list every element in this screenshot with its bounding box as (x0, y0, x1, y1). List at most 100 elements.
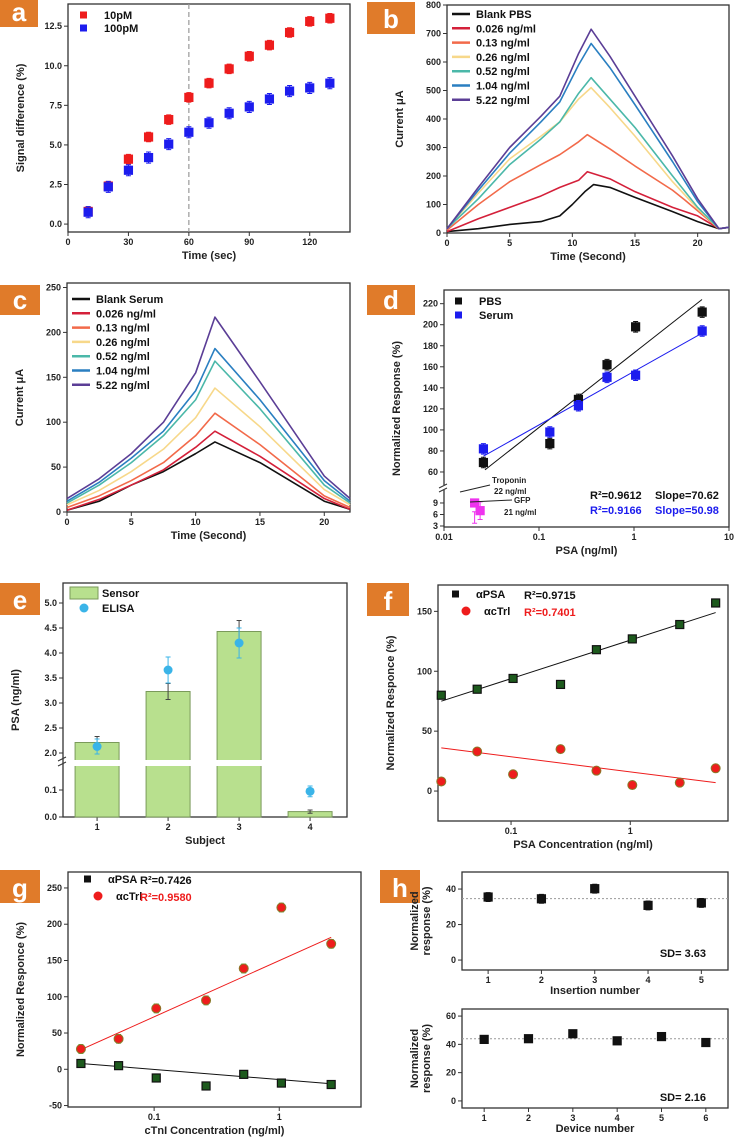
fit-line (483, 332, 703, 457)
data-point (590, 884, 600, 894)
panel-f: f 0.1 1 0 50 100 150 PSA Concentration (ng/ml) N… (367, 583, 729, 851)
y-tick-label: 250 (47, 883, 62, 893)
y-tick-label: 0.0 (44, 812, 57, 822)
y-tick-label: 0.0 (49, 219, 62, 229)
annotation: R²=0.7401 (524, 607, 576, 619)
data-point (151, 1073, 161, 1083)
data-point (224, 108, 234, 118)
y-tick-label: 0 (56, 507, 61, 517)
x-tick-label: 1 (482, 1113, 487, 1123)
y-tick-label: 100 (46, 417, 61, 427)
data-point (697, 326, 707, 336)
annotation-arrow (459, 484, 513, 503)
y-tick-label: 250 (46, 282, 61, 292)
panel-label-box (367, 2, 415, 34)
y-tick-label: 150 (46, 372, 61, 382)
series-line (66, 430, 351, 511)
legend-label: 1.04 ng/ml (96, 366, 150, 378)
y-tick-label: 120 (423, 404, 438, 414)
legend-label: 0.13 ng/ml (476, 38, 530, 50)
y-tick-label: -50 (49, 1101, 62, 1111)
panel-d: d 0.01 0.1 1 10 3 69 60 80 100 120 140 160 180 200 220 P… (367, 285, 734, 557)
data-point (545, 438, 555, 449)
x-tick-label: 0 (65, 237, 70, 247)
x-tick-label: 15 (255, 517, 265, 527)
data-point (284, 86, 295, 96)
y-tick-label: 150 (47, 955, 62, 965)
data-point (143, 152, 154, 163)
x-tick-label: 0.01 (435, 532, 453, 542)
data-point (326, 1079, 336, 1090)
annotation: R²=0.9612 (590, 490, 642, 502)
x-tick-label: 15 (630, 238, 640, 248)
data-point (555, 744, 566, 755)
series-line (446, 28, 730, 230)
data-point (536, 894, 547, 904)
data-point (305, 786, 315, 796)
data-point (163, 665, 173, 675)
x-tick-label: 5 (129, 517, 134, 527)
x-tick-label: 2 (539, 975, 544, 985)
y-tick-label: 180 (423, 341, 438, 351)
series-line (66, 441, 351, 511)
data-point (164, 139, 174, 149)
data-point (103, 182, 113, 192)
y-tick-label: 800 (426, 0, 441, 10)
x-tick-label: 5 (507, 238, 512, 248)
legend-label: ELISA (102, 603, 134, 615)
data-point (656, 1031, 667, 1042)
panel-label-box (380, 870, 420, 903)
x-tick-label: 6 (703, 1113, 708, 1123)
legend-label: 5.22 ng/ml (476, 95, 530, 107)
y-tick-label: 9 (433, 498, 438, 508)
legend-label: 1.04 ng/ml (476, 81, 530, 93)
y-tick-label: 160 (423, 362, 438, 372)
y-tick-label: 5.0 (44, 598, 57, 608)
data-point (305, 16, 315, 27)
x-tick-label: 2 (526, 1113, 531, 1123)
data-point (602, 372, 612, 382)
x-tick-label: 3 (570, 1113, 575, 1123)
axis-break (440, 485, 448, 490)
y-tick-label: 200 (423, 320, 438, 330)
legend-label: αPSA (476, 589, 505, 601)
y-tick-label: 40 (446, 1039, 456, 1049)
legend-label: 0.13 ng/ml (96, 323, 150, 335)
annotation: R²=0.9715 (524, 590, 576, 602)
y-tick-label: 300 (426, 143, 441, 153)
x-tick-label: 60 (184, 237, 194, 247)
data-point (475, 506, 485, 516)
bar (74, 742, 120, 818)
series-line (446, 76, 730, 230)
annotation: SD= 2.16 (660, 1092, 706, 1104)
legend-swatch (80, 24, 87, 32)
legend-swatch (93, 891, 103, 901)
bar (145, 691, 191, 818)
legend-label: Serum (479, 310, 513, 322)
x-axis-title: Insertion number (550, 985, 641, 997)
data-point (239, 1069, 249, 1079)
annotation: Slope=50.98 (655, 505, 719, 517)
y-tick-label: 0 (451, 1096, 456, 1106)
y-axis-title: Normalized Responce (%) (15, 922, 27, 1057)
y-tick-label: 40 (446, 884, 456, 894)
y-tick-label: 5.0 (49, 140, 62, 150)
y-tick-label: 0 (427, 786, 432, 796)
data-point (143, 132, 154, 142)
panel-label-box (367, 583, 409, 616)
x-tick-label: 4 (615, 1113, 620, 1123)
data-point (523, 1034, 534, 1044)
legend-label: 0.26 ng/ml (476, 52, 530, 64)
annotation: Slope=70.62 (655, 490, 719, 502)
series-line (446, 170, 730, 233)
data-point (276, 902, 287, 913)
x-tick-label: 5 (659, 1113, 664, 1123)
data-point (276, 1078, 286, 1088)
x-axis-title: Device number (556, 1123, 636, 1135)
series-line (446, 42, 730, 230)
x-axis-title: Time (sec) (182, 250, 237, 262)
legend-label: Sensor (102, 588, 140, 600)
data-point (478, 444, 489, 454)
data-point (674, 777, 685, 788)
axis-break-mark (438, 483, 448, 493)
